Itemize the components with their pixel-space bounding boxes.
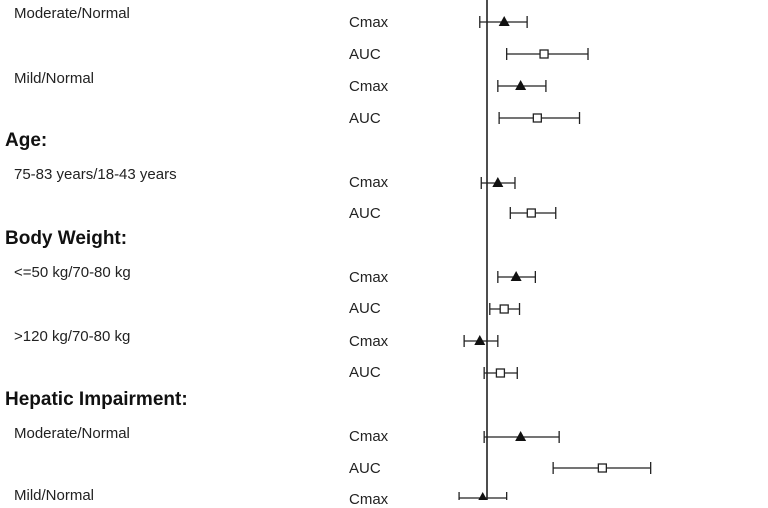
comparison-label: >120 kg/70-80 kg <box>14 328 131 345</box>
auc-point <box>495 368 506 378</box>
metric-label: Cmax <box>349 269 389 286</box>
metric-label: Cmax <box>349 14 389 31</box>
metric-label: Cmax <box>349 78 389 95</box>
section-header-body-weight: Body Weight: <box>5 228 128 249</box>
auc-point <box>499 304 509 314</box>
comparison-label: 75-83 years/18-43 years <box>14 166 177 183</box>
auc-point <box>539 49 549 59</box>
metric-label: Cmax <box>349 333 389 350</box>
comparison-label: <=50 kg/70-80 kg <box>14 264 131 281</box>
metric-label: AUC <box>349 205 381 222</box>
metric-label: AUC <box>349 460 381 477</box>
cmax-point <box>498 16 510 26</box>
cmax-point <box>515 431 527 441</box>
metric-label: Cmax <box>349 174 389 191</box>
cmax-point <box>478 492 488 500</box>
metric-label: AUC <box>349 364 381 381</box>
section-header-hepatic-impairment: Hepatic Impairment: <box>5 389 188 410</box>
comparison-label: Moderate/Normal <box>14 425 130 442</box>
metric-label: AUC <box>349 300 381 317</box>
cmax-point <box>492 177 504 187</box>
comparison-label: Moderate/Normal <box>14 5 130 22</box>
comparison-label: Mild/Normal <box>14 70 95 87</box>
section-header-age: Age: <box>5 130 48 151</box>
metric-label: AUC <box>349 110 381 127</box>
cmax-point <box>515 80 527 90</box>
metric-label: Cmax <box>349 428 389 445</box>
auc-point <box>597 463 608 473</box>
auc-point <box>526 208 536 218</box>
cmax-point <box>474 335 486 345</box>
auc-point <box>532 113 542 123</box>
cmax-point <box>510 271 522 281</box>
metric-label: AUC <box>349 46 381 63</box>
